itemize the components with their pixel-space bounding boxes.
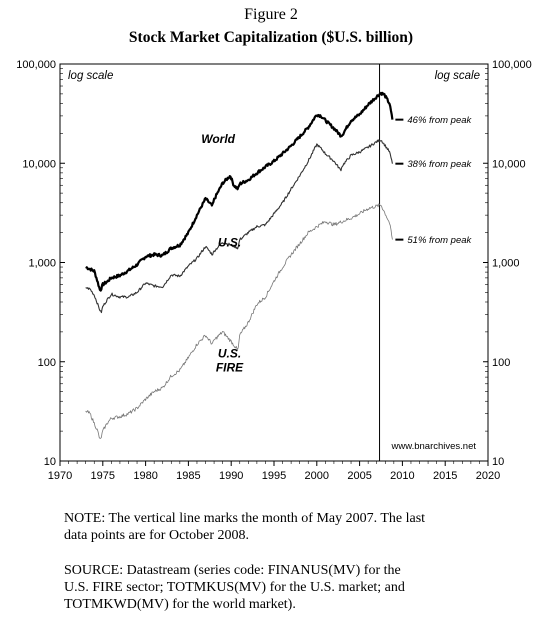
scale-note-left: log scale (68, 70, 113, 82)
series-label-world: World (201, 132, 235, 146)
series-line-u-s (85, 139, 393, 314)
x-tick-label: 1990 (219, 470, 243, 482)
source-line: TOTMKWD(MV) for the world market). (64, 597, 296, 612)
x-tick-label: 1980 (133, 470, 157, 482)
y-tick-label-left: 10,000 (22, 158, 56, 170)
scale-note-right: log scale (435, 70, 480, 82)
annotation-u-s: 38% from peak (407, 159, 472, 170)
y-tick-label-right: 10,000 (492, 158, 526, 170)
x-tick-label: 2010 (390, 470, 414, 482)
series-label-u-s-fire: FIRE (216, 361, 244, 375)
annotation-world: 46% from peak (407, 115, 472, 126)
figure-label: Figure 2 (244, 6, 298, 23)
series-label-u-s: U.S. (218, 235, 241, 249)
series-line-world (85, 91, 394, 292)
y-tick-label-left: 10 (44, 456, 56, 468)
source-line: U.S. FIRE sector; TOTMKUS(MV) for the U.… (64, 580, 405, 595)
chart-title: Stock Market Capitalization ($U.S. billi… (128, 29, 414, 46)
y-tick-label-left: 1,000 (28, 258, 56, 270)
series-label-u-s-fire: U.S. (218, 347, 241, 361)
y-tick-label-left: 100 (38, 357, 56, 369)
x-tick-label: 2005 (347, 470, 371, 482)
note-text: NOTE: The vertical line marks the month … (64, 510, 484, 544)
source-line: SOURCE: Datastream (series code: FINANUS… (64, 563, 401, 578)
y-tick-label-right: 10 (492, 456, 504, 468)
y-tick-label-right: 1,000 (492, 258, 520, 270)
x-tick-label: 1975 (91, 470, 115, 482)
x-tick-label: 1985 (176, 470, 200, 482)
source-text: SOURCE: Datastream (series code: FINANUS… (64, 562, 494, 613)
x-tick-label: 1995 (262, 470, 286, 482)
series-line-u-s-fire (85, 203, 393, 439)
x-tick-label: 2000 (305, 470, 329, 482)
y-tick-label-left: 100,000 (16, 59, 56, 71)
watermark: www.bnarchives.net (391, 441, 477, 452)
note-line: NOTE: The vertical line marks the month … (64, 511, 426, 526)
chart-svg: 10 10 100 100 1,000 1,000 10,000 10,000 100,000 1… (16, 59, 532, 482)
x-tick-label: 1970 (48, 470, 72, 482)
x-tick-label: 2015 (433, 470, 457, 482)
y-tick-label-right: 100,000 (492, 59, 532, 71)
note-line: data points are for October 2008. (64, 528, 250, 543)
x-tick-label: 2020 (476, 470, 500, 482)
y-tick-label-right: 100 (492, 357, 510, 369)
annotation-u-s-fire: 51% from peak (407, 235, 472, 246)
